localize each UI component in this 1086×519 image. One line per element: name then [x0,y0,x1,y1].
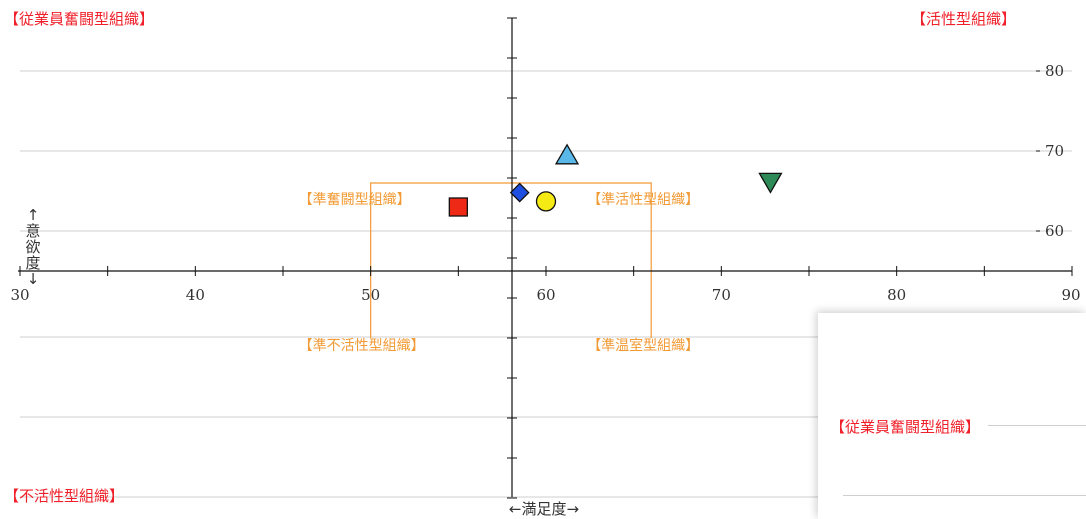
quadrant-label-top-right: 【活性型組織】 [911,10,1016,28]
sub-label-lower-right: 【準温室型組織】 [587,337,699,354]
point-triangle-down [758,172,783,194]
axes [18,17,1073,499]
y-tick-label: 70 [1045,142,1064,160]
grid-lines [20,70,1072,498]
x-tick-label: 70 [712,286,731,304]
x-tick-label: 40 [186,286,205,304]
quadrant-label-top-left: 【従業員奮闘型組織】 [4,10,154,28]
sub-label-upper-right: 【準活性型組織】 [587,192,699,208]
x-tick-label: 50 [361,286,380,304]
sub-label-upper-left: 【準奮闘型組織】 [299,192,411,208]
overlay-grid-line [988,425,1086,426]
point-square [448,197,468,217]
y-axis-title: ↑意欲度↓ [25,206,40,288]
x-tick-label: 80 [887,286,906,304]
overlay-grid-line [843,495,1086,496]
quadrant-labels: 【従業員奮闘型組織】 【活性型組織】【不活性型組織】 [4,10,1016,505]
y-tick-label: 60 [1045,222,1064,240]
data-points [448,143,783,217]
y-tick-label: 80 [1045,62,1064,80]
sub-label-lower-left: 【準不活性型組織】 [299,338,425,354]
overlay-quadrant-label: 【従業員奮闘型組織】 [830,416,983,437]
x-tick-label: 30 [10,286,29,304]
point-diamond [509,182,530,203]
x-tick-label: 90 [1061,286,1080,304]
x-axis-title: ←満足度→ [509,500,579,518]
point-circle [535,191,557,212]
quadrant-label-bottom-left: 【不活性型組織】 [4,487,124,505]
point-triangle-up [554,143,580,165]
x-tick-label: 60 [536,286,555,304]
sub-box-outline [370,182,652,338]
sub-quadrant-box: 【準奮闘型組織】 【準活性型組織】【準不活性型組織】 【準温室型組織】 [299,182,699,354]
axis-labels: 3040506070809060708090←満足度→↑意欲度↓ [10,62,1080,518]
overlay-panel: 【従業員奮闘型組織】 [818,313,1086,519]
